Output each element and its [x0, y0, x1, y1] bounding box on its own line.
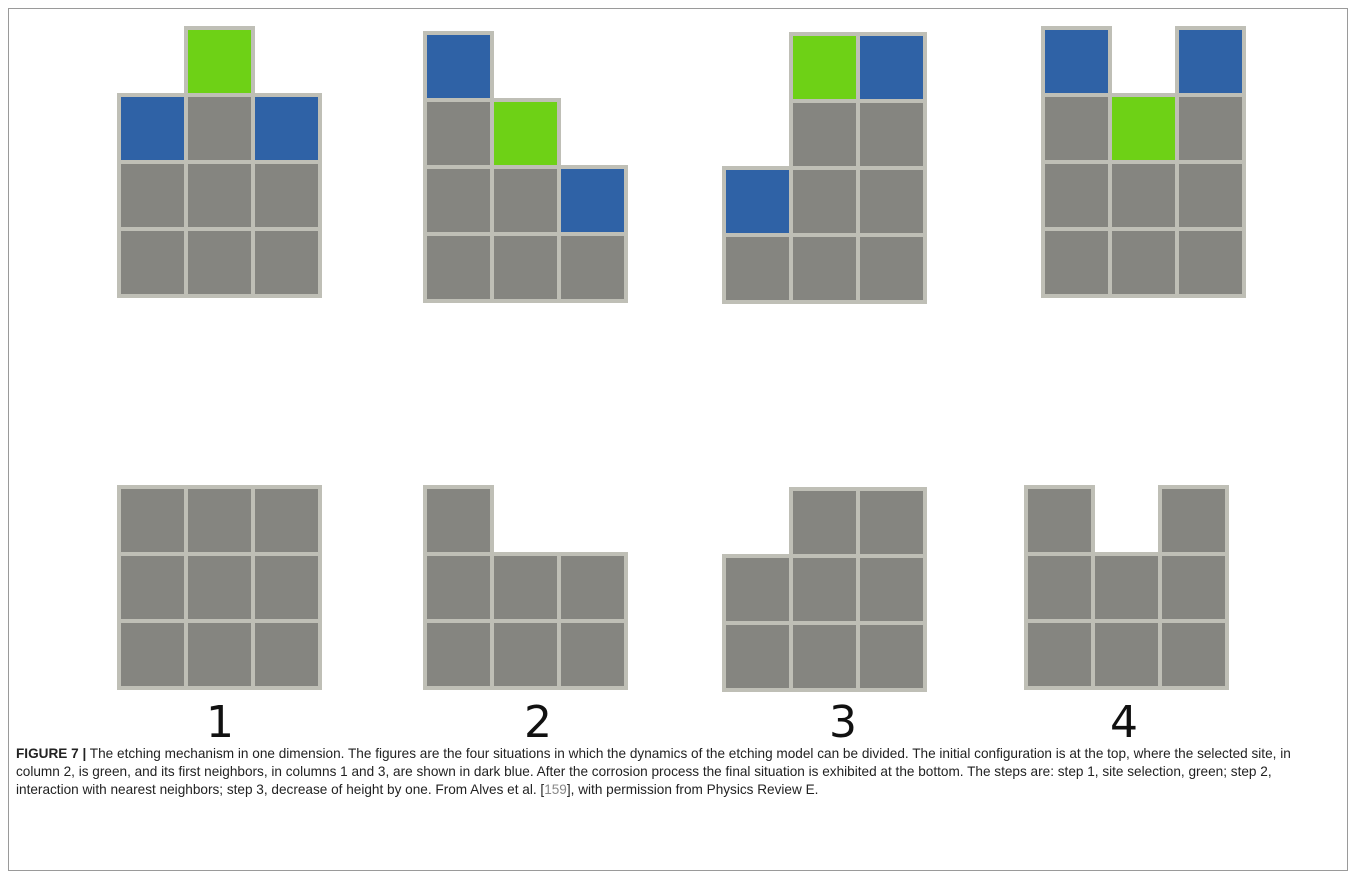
- lattice-cell: [184, 26, 255, 97]
- lattice-cell: [856, 166, 927, 237]
- lattice-cell: [1041, 227, 1112, 298]
- lattice-cell: [557, 619, 628, 690]
- lattice-cell: [490, 552, 561, 623]
- lattice-cell: [1108, 93, 1179, 164]
- lattice-cell: [1041, 26, 1112, 97]
- lattice-cell: [1158, 485, 1229, 556]
- lattice-cell: [184, 552, 255, 623]
- lattice-cell: [490, 619, 561, 690]
- lattice-cell: [490, 98, 561, 169]
- lattice-cell: [789, 166, 860, 237]
- lattice-cell: [423, 485, 494, 556]
- reference-link[interactable]: 159: [544, 782, 567, 797]
- lattice-cell: [722, 233, 793, 304]
- lattice-cell: [490, 165, 561, 236]
- lattice-cell: [184, 227, 255, 298]
- lattice-cell: [1024, 552, 1095, 623]
- lattice-cell: [789, 621, 860, 692]
- lattice-cell: [1175, 26, 1246, 97]
- figure-frame: [8, 8, 1348, 871]
- caption: FIGURE 7 | The etching mechanism in one …: [16, 745, 1338, 799]
- lattice-cell: [117, 485, 188, 556]
- lattice-cell: [789, 233, 860, 304]
- lattice-cell: [184, 485, 255, 556]
- lattice-cell: [722, 621, 793, 692]
- lattice-cell: [251, 93, 322, 164]
- lattice-cell: [1108, 160, 1179, 231]
- lattice-cell: [1158, 552, 1229, 623]
- lattice-cell: [423, 232, 494, 303]
- lattice-cell: [423, 552, 494, 623]
- lattice-cell: [557, 552, 628, 623]
- lattice-cell: [1024, 485, 1095, 556]
- lattice-cell: [251, 619, 322, 690]
- lattice-cell: [251, 485, 322, 556]
- lattice-cell: [856, 99, 927, 170]
- lattice-cell: [789, 554, 860, 625]
- panel-label: 1: [206, 697, 234, 740]
- figure-drawing: 1 2 3 4: [117, 26, 1246, 740]
- lattice-cell: [184, 93, 255, 164]
- lattice-cell: [1024, 619, 1095, 690]
- panel-label: 2: [524, 697, 552, 740]
- lattice-cell: [789, 32, 860, 103]
- lattice-cell: [1175, 227, 1246, 298]
- lattice-cell: [184, 619, 255, 690]
- lattice-cell: [423, 31, 494, 102]
- lattice-cell: [1158, 619, 1229, 690]
- lattice-cell: [722, 166, 793, 237]
- lattice-cell: [856, 621, 927, 692]
- caption-text: ], with permission from Physics Review E…: [566, 782, 819, 797]
- lattice-cell: [1175, 93, 1246, 164]
- lattice-cell: [789, 99, 860, 170]
- lattice-cell: [423, 165, 494, 236]
- panel-label: 3: [829, 697, 857, 740]
- lattice-cell: [856, 554, 927, 625]
- lattice-cell: [1041, 93, 1112, 164]
- lattice-cell: [557, 232, 628, 303]
- lattice-cell: [856, 32, 927, 103]
- lattice-cell: [117, 227, 188, 298]
- lattice-cell: [722, 554, 793, 625]
- lattice-cell: [423, 619, 494, 690]
- lattice-cell: [251, 227, 322, 298]
- lattice-cell: [117, 619, 188, 690]
- caption-text: The etching mechanism in one dimension. …: [16, 746, 1291, 797]
- panel-label: 4: [1110, 697, 1138, 740]
- lattice-cell: [856, 233, 927, 304]
- lattice-cell: [1175, 160, 1246, 231]
- lattice-cell: [789, 487, 860, 558]
- lattice-cell: [1108, 227, 1179, 298]
- lattice-cell: [856, 487, 927, 558]
- lattice-cell: [1041, 160, 1112, 231]
- caption-label: FIGURE 7 |: [16, 746, 87, 761]
- lattice-cell: [1091, 552, 1162, 623]
- lattice-cell: [557, 165, 628, 236]
- lattice-cell: [490, 232, 561, 303]
- lattice-cell: [117, 552, 188, 623]
- lattice-cell: [423, 98, 494, 169]
- lattice-cell: [1091, 619, 1162, 690]
- lattice-cell: [184, 160, 255, 231]
- lattice-cell: [117, 160, 188, 231]
- lattice-cell: [251, 160, 322, 231]
- lattice-cell: [117, 93, 188, 164]
- lattice-cell: [251, 552, 322, 623]
